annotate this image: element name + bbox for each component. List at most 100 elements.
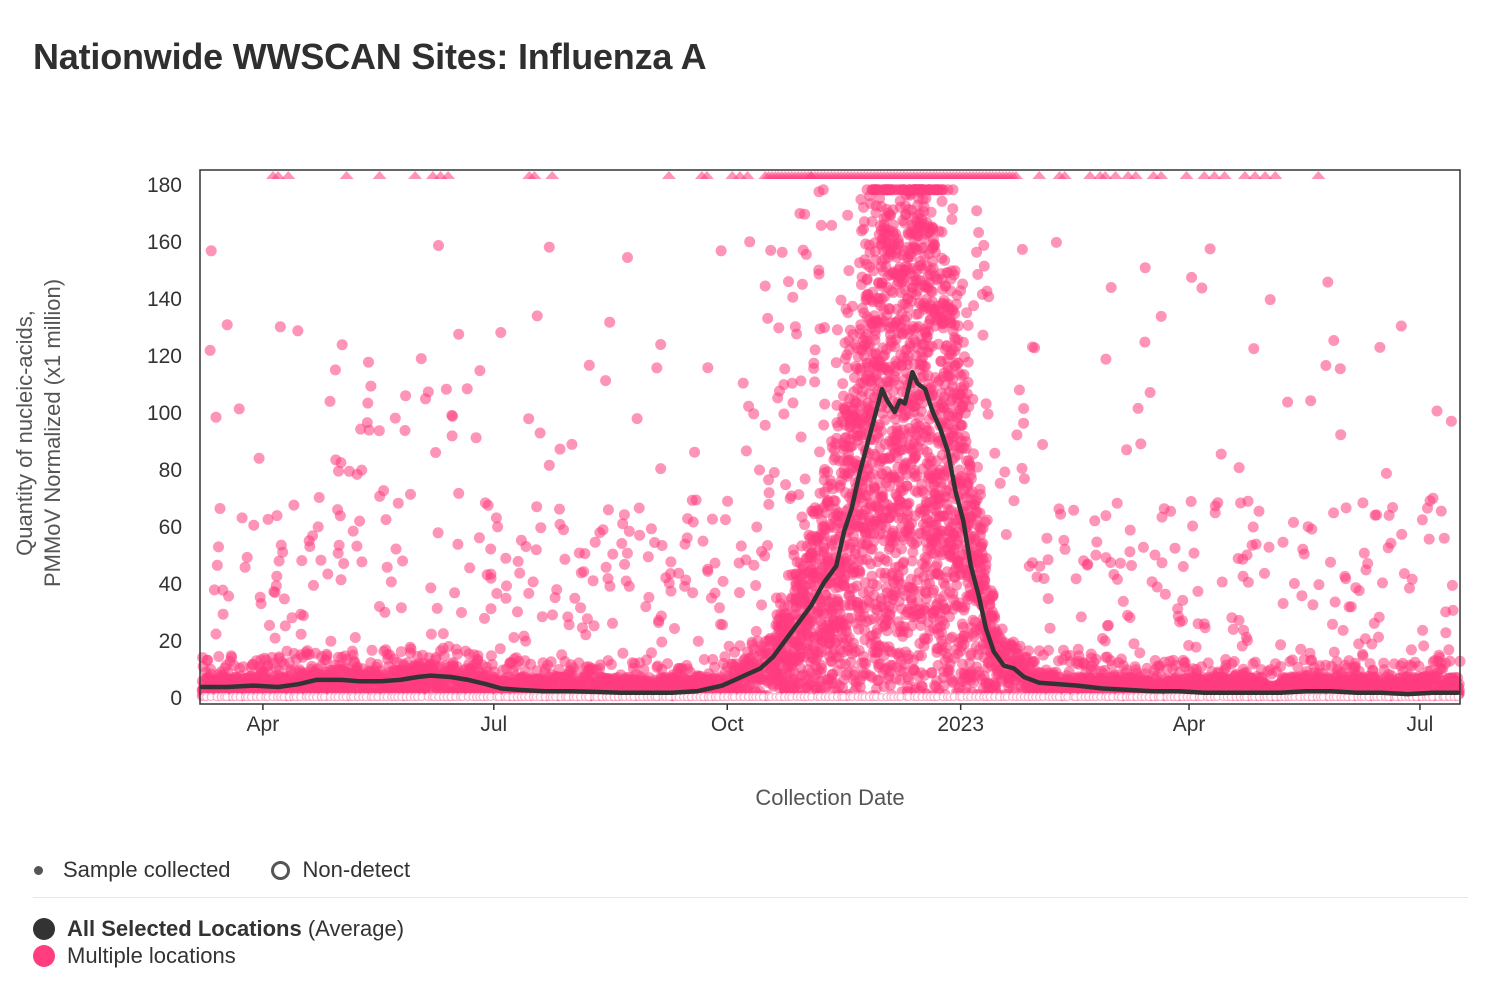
sample-point[interactable] (709, 557, 721, 569)
sample-point[interactable] (968, 300, 980, 312)
sample-point[interactable] (837, 378, 849, 390)
sample-point[interactable] (1059, 543, 1071, 555)
sample-point[interactable] (687, 587, 699, 599)
sample-point[interactable] (534, 427, 546, 439)
sample-point[interactable] (588, 620, 600, 632)
sample-point[interactable] (527, 576, 539, 588)
sample-point[interactable] (223, 590, 235, 602)
sample-point[interactable] (1124, 524, 1136, 536)
sample-point[interactable] (335, 574, 347, 586)
sample-point[interactable] (558, 524, 569, 536)
sample-point[interactable] (602, 573, 614, 584)
sample-point[interactable] (500, 592, 512, 604)
sample-point[interactable] (221, 319, 233, 331)
sample-point[interactable] (831, 324, 843, 336)
sample-point[interactable] (1042, 593, 1054, 605)
sample-point[interactable] (589, 536, 601, 548)
sample-point[interactable] (977, 329, 989, 341)
sample-point[interactable] (456, 607, 467, 618)
sample-point[interactable] (452, 538, 464, 550)
sample-point[interactable] (750, 625, 762, 637)
sample-point[interactable] (530, 544, 542, 556)
sample-point[interactable] (334, 510, 346, 522)
sample-point[interactable] (773, 322, 785, 334)
sample-point[interactable] (543, 241, 555, 253)
sample-point[interactable] (847, 300, 858, 312)
sample-point[interactable] (346, 645, 358, 657)
sample-point[interactable] (390, 543, 402, 555)
sample-point[interactable] (425, 628, 437, 640)
sample-point[interactable] (500, 552, 512, 564)
sample-point[interactable] (968, 448, 979, 460)
sample-point[interactable] (965, 473, 977, 484)
sample-point[interactable] (241, 551, 253, 563)
sample-point[interactable] (714, 602, 725, 614)
sample-point[interactable] (288, 499, 300, 511)
sample-point[interactable] (780, 479, 792, 491)
sample-point[interactable] (210, 628, 222, 640)
sample-point[interactable] (278, 593, 290, 605)
sample-point[interactable] (1055, 508, 1067, 520)
sample-point[interactable] (583, 359, 595, 371)
sample-point[interactable] (1016, 462, 1028, 474)
sample-point[interactable] (735, 540, 747, 552)
sample-point[interactable] (994, 477, 1006, 489)
sample-point[interactable] (646, 647, 657, 659)
sample-point[interactable] (315, 554, 327, 566)
sample-point[interactable] (655, 610, 667, 622)
sample-point[interactable] (702, 565, 714, 577)
sample-point[interactable] (239, 561, 251, 573)
sample-point[interactable] (763, 487, 775, 499)
sample-point[interactable] (313, 492, 325, 503)
sample-point[interactable] (485, 543, 497, 555)
sample-point[interactable] (617, 647, 629, 659)
sample-point[interactable] (347, 525, 359, 537)
sample-point[interactable] (597, 524, 609, 536)
sample-point[interactable] (270, 580, 282, 592)
sample-point[interactable] (453, 328, 465, 340)
sample-point[interactable] (1126, 560, 1137, 571)
sample-point[interactable] (286, 612, 298, 624)
sample-point[interactable] (663, 577, 675, 589)
sample-point[interactable] (351, 540, 363, 552)
sample-point[interactable] (605, 659, 617, 670)
sample-point[interactable] (1124, 546, 1136, 558)
sample-point[interactable] (978, 239, 990, 251)
sample-point[interactable] (987, 588, 999, 600)
sample-point[interactable] (431, 602, 443, 614)
sample-point[interactable] (594, 663, 606, 674)
sample-point[interactable] (796, 278, 808, 290)
sample-point[interactable] (936, 226, 948, 238)
sample-point[interactable] (799, 208, 811, 220)
sample-point[interactable] (381, 561, 393, 573)
sample-point[interactable] (361, 417, 373, 429)
sample-point[interactable] (655, 463, 667, 475)
sample-point[interactable] (566, 438, 578, 450)
sample-point[interactable] (354, 515, 366, 527)
sample-point[interactable] (698, 654, 710, 665)
sample-point[interactable] (818, 419, 830, 431)
sample-point[interactable] (957, 278, 969, 290)
sample-point[interactable] (809, 376, 821, 388)
sample-point[interactable] (492, 521, 504, 533)
sample-point[interactable] (956, 419, 968, 431)
sample-point[interactable] (1121, 444, 1133, 456)
sample-point[interactable] (1008, 495, 1020, 507)
sample-point[interactable] (1114, 557, 1126, 569)
sample-point[interactable] (214, 503, 226, 514)
sample-point[interactable] (1044, 622, 1056, 634)
sample-point[interactable] (642, 551, 654, 563)
sample-point[interactable] (271, 570, 283, 582)
sample-point[interactable] (1016, 243, 1028, 255)
sample-point[interactable] (520, 635, 532, 647)
sample-point[interactable] (618, 509, 630, 521)
sample-point[interactable] (656, 636, 668, 648)
sample-point[interactable] (947, 203, 959, 215)
sample-point[interactable] (737, 377, 749, 389)
sample-point[interactable] (920, 360, 931, 372)
sample-point[interactable] (1100, 353, 1112, 365)
sample-point[interactable] (826, 219, 838, 231)
sample-point[interactable] (279, 620, 291, 632)
sample-point[interactable] (623, 580, 635, 592)
sample-point[interactable] (1091, 536, 1103, 548)
